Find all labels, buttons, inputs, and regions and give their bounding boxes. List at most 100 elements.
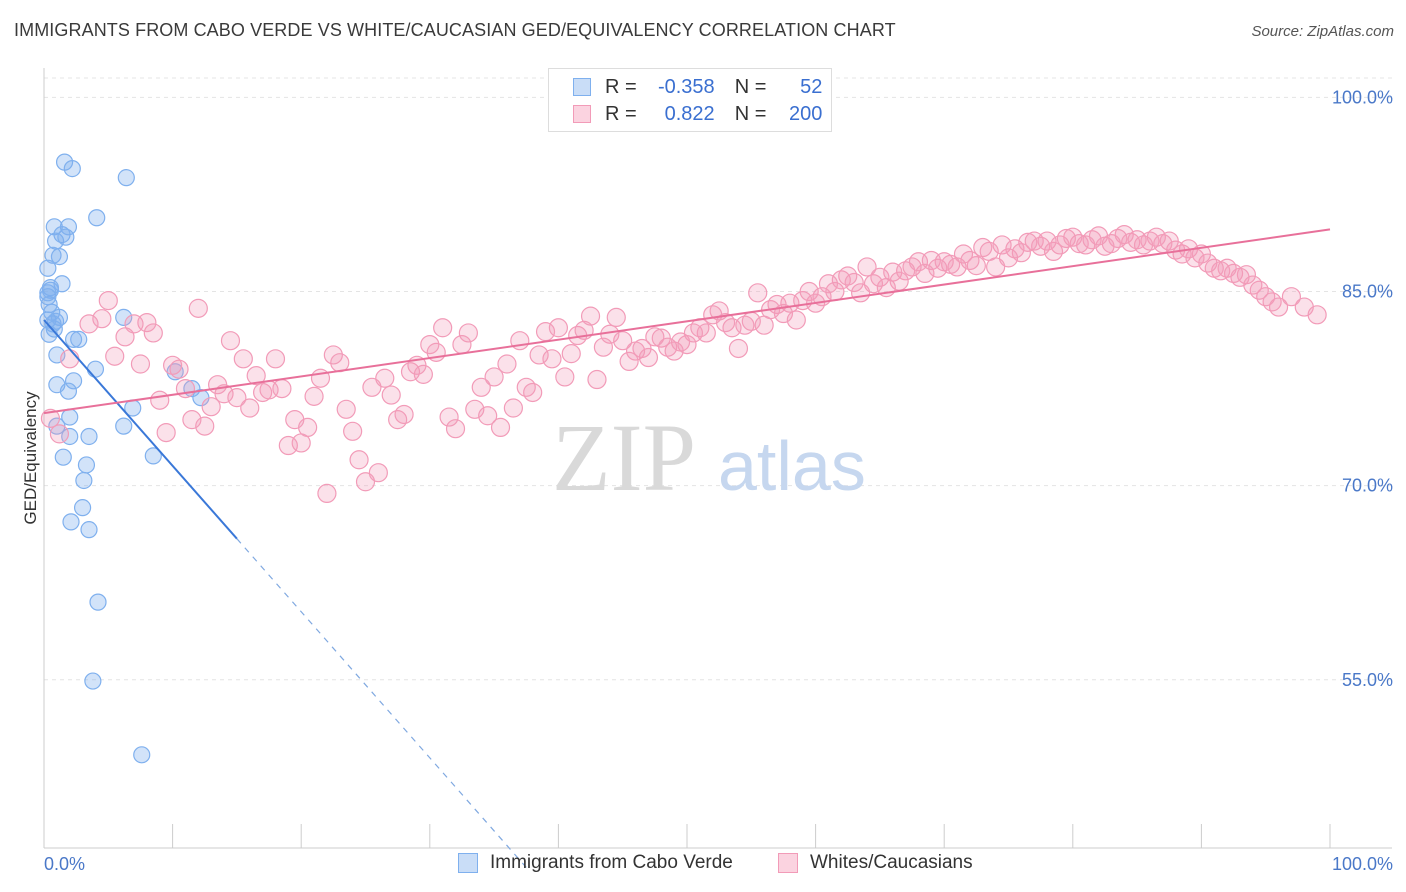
whites-point <box>638 347 659 368</box>
series-legend-label: Whites/Caucasians <box>810 852 973 873</box>
cabo-verde-point <box>63 159 81 178</box>
whites-point <box>49 424 70 444</box>
cabo-verde-point <box>50 308 69 327</box>
whites-point <box>156 422 176 443</box>
cabo-verde-point <box>41 281 60 299</box>
legend-swatch-pink <box>573 105 591 123</box>
cabo-verde-point <box>115 417 133 435</box>
whites-point <box>220 331 241 351</box>
whites-point <box>715 312 736 333</box>
cabo-verde-trend-line <box>43 319 238 540</box>
whites-point <box>105 346 125 366</box>
whites-point <box>240 398 260 418</box>
whites-point <box>1037 231 1057 251</box>
legend-n-label: N = <box>734 75 767 98</box>
whites-point <box>343 421 363 441</box>
series-legend-item-whites[interactable]: Whites/Caucasians <box>778 852 973 874</box>
cabo-verde-point <box>89 593 107 611</box>
whites-point <box>214 384 234 404</box>
cabo-verde-point <box>86 360 105 378</box>
whites-point <box>381 385 401 405</box>
whites-point <box>150 390 170 410</box>
grid-layer <box>44 77 1392 681</box>
cabo-verde-point <box>64 330 83 349</box>
whites-point <box>433 318 453 338</box>
whites-point <box>484 367 504 387</box>
whites-point <box>870 267 890 287</box>
whites-point <box>413 364 433 384</box>
tick-labels: 100.0% 85.0% 70.0% 55.0% 0.0% 100.0% <box>44 87 1393 874</box>
whites-point <box>375 368 395 388</box>
legend-n-label: N = <box>734 102 767 125</box>
whites-point <box>1256 287 1276 307</box>
whites-point <box>1114 224 1134 245</box>
whites-point <box>696 323 716 343</box>
whites-point <box>246 366 266 386</box>
whites-point <box>388 410 408 430</box>
whites-point <box>92 309 112 329</box>
whites-point <box>130 354 151 374</box>
legend-n-value: 200 <box>789 102 823 125</box>
correlation-legend: R = -0.358 N = 52 R = 0.822 N = 200 <box>548 68 832 132</box>
cabo-verde-point <box>50 247 69 266</box>
legend-row-cabo-verde: R = -0.358 N = 52 <box>573 75 822 99</box>
series-legend: Immigrants from Cabo Verde Whites/Caucas… <box>0 852 1406 878</box>
series-legend-label: Immigrants from Cabo Verde <box>490 852 733 873</box>
legend-row-whites: R = 0.822 N = 200 <box>573 102 822 126</box>
whites-point <box>458 323 478 343</box>
whites-point <box>548 318 569 338</box>
source-label: Source: ZipAtlas.com <box>1251 23 1394 40</box>
chart-title: IMMIGRANTS FROM CABO VERDE VS WHITE/CAUC… <box>14 20 896 40</box>
y-tick-label: 85.0% <box>1342 282 1393 302</box>
whites-point <box>478 406 498 426</box>
whites-point <box>555 367 575 387</box>
whites-point <box>420 334 440 355</box>
whites-point <box>1281 287 1302 307</box>
whites-point <box>490 417 511 438</box>
whites-point <box>1243 275 1263 295</box>
whites-point <box>195 416 215 436</box>
whites-point <box>265 349 286 369</box>
whites-point <box>523 382 543 403</box>
series-legend-item-cabo-verde[interactable]: Immigrants from Cabo Verde <box>458 852 733 874</box>
whites-point <box>445 419 466 439</box>
cabo-verde-point <box>54 448 72 466</box>
whites-point <box>317 483 337 504</box>
cabo-verde-point <box>44 246 62 264</box>
whites-point <box>799 281 819 302</box>
whites-point <box>619 351 639 372</box>
legend-r-label: R = <box>605 102 637 125</box>
cabo-verde-point <box>75 471 93 490</box>
whites-point <box>188 298 208 318</box>
whites-point <box>606 307 626 328</box>
cabo-verde-point <box>57 228 75 246</box>
whites-point <box>233 349 253 369</box>
whites-point <box>1056 228 1076 249</box>
legend-r-value: 0.822 <box>664 102 715 125</box>
whites-point <box>60 349 80 369</box>
y-tick-label: 55.0% <box>1342 670 1393 690</box>
series-swatch-pink <box>778 853 798 873</box>
whites-point <box>561 344 581 364</box>
whites-point <box>587 369 607 390</box>
legend-r-value: -0.358 <box>657 75 715 98</box>
cabo-verde-point <box>117 169 135 187</box>
whites-point <box>516 377 536 397</box>
cabo-verde-point <box>39 259 57 277</box>
whites-point <box>323 345 343 365</box>
cabo-verde-point <box>59 382 78 400</box>
whites-point <box>786 310 806 330</box>
legend-n-value: 52 <box>800 75 823 98</box>
watermark-atlas: atlas <box>718 427 866 505</box>
series-swatch-blue <box>458 853 478 873</box>
cabo-verde-point <box>62 513 80 531</box>
x-tick-label: 100.0% <box>1332 854 1393 874</box>
cabo-verde-point <box>80 521 98 539</box>
whites-point <box>503 398 523 418</box>
whites-point <box>272 378 292 399</box>
whites-point <box>439 407 459 427</box>
whites-point <box>613 331 633 351</box>
whites-point <box>394 404 414 425</box>
whites-point <box>966 256 986 276</box>
